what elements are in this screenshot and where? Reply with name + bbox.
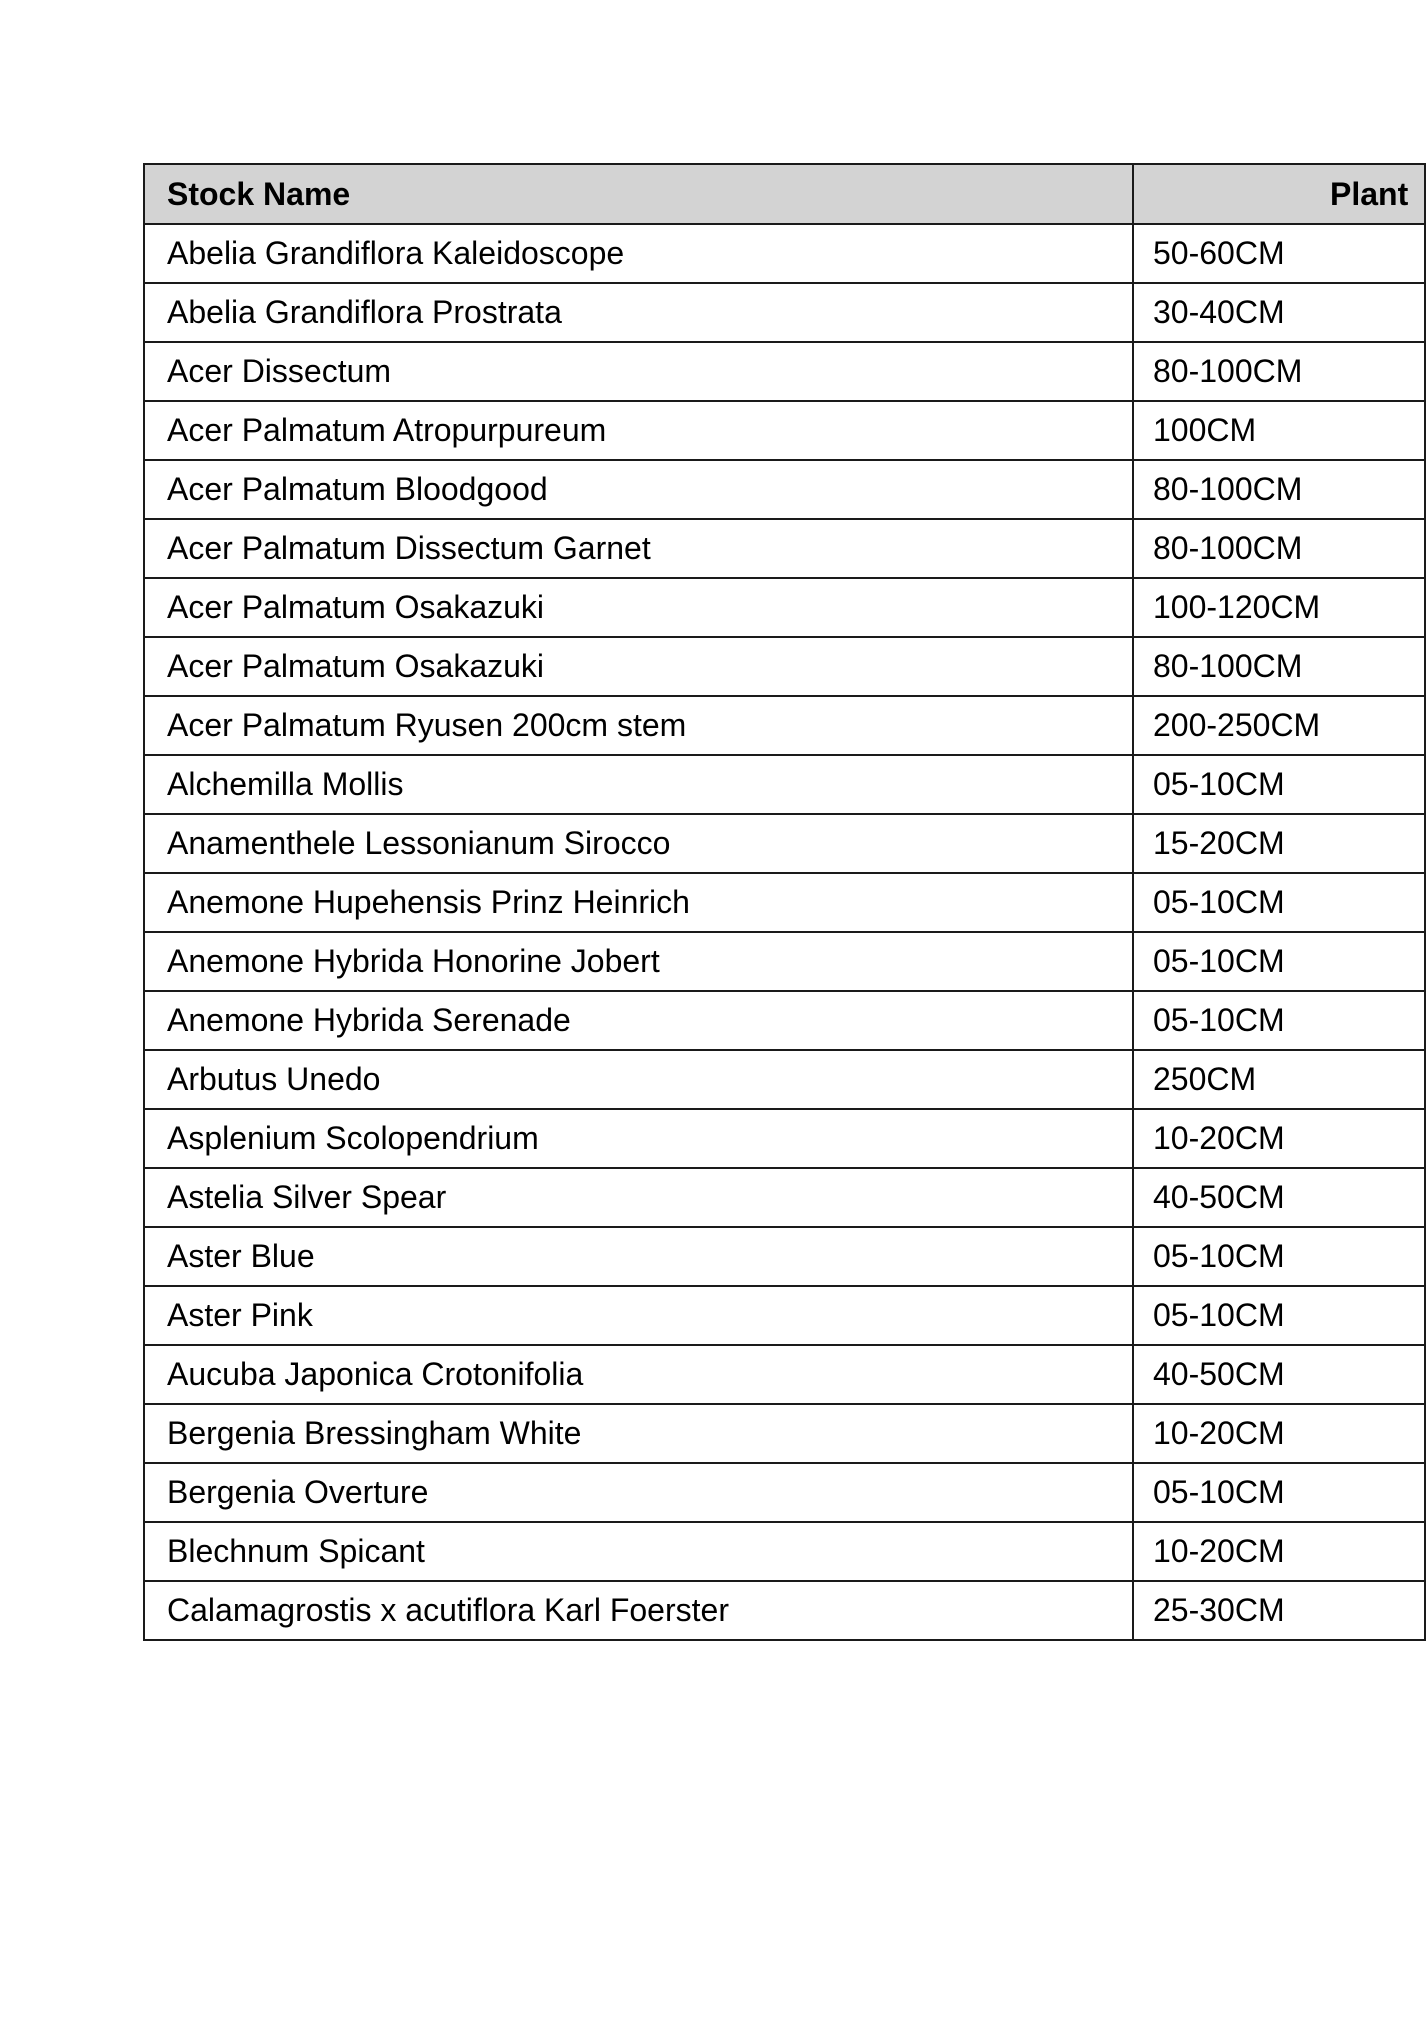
table-row: Acer Dissectum 80-100CM — [143, 341, 1426, 402]
table-row: Arbutus Unedo 250CM — [143, 1049, 1426, 1110]
plant-size-cell: 05-10CM — [1132, 990, 1426, 1051]
stock-name-cell: Anemone Hupehensis Prinz Heinrich — [143, 872, 1134, 933]
plant-size-cell: 100CM — [1132, 400, 1426, 461]
plant-size-cell: 40-50CM — [1132, 1344, 1426, 1405]
plant-size-cell: 05-10CM — [1132, 931, 1426, 992]
table-row: Acer Palmatum Bloodgood 80-100CM — [143, 459, 1426, 520]
stock-name-cell: Anemone Hybrida Honorine Jobert — [143, 931, 1134, 992]
table-row: Anemone Hybrida Honorine Jobert 05-10CM — [143, 931, 1426, 992]
header-plant: Plant — [1132, 163, 1426, 225]
table-row: Acer Palmatum Ryusen 200cm stem 200-250CM — [143, 695, 1426, 756]
plant-size-cell: 15-20CM — [1132, 813, 1426, 874]
stock-name-cell: Asplenium Scolopendrium — [143, 1108, 1134, 1169]
stock-name-cell: Abelia Grandiflora Kaleidoscope — [143, 223, 1134, 284]
plant-size-cell: 80-100CM — [1132, 341, 1426, 402]
stock-name-cell: Astelia Silver Spear — [143, 1167, 1134, 1228]
table-row: Calamagrostis x acutiflora Karl Foerster… — [143, 1580, 1426, 1641]
stock-name-cell: Bergenia Bressingham White — [143, 1403, 1134, 1464]
plant-size-cell: 05-10CM — [1132, 754, 1426, 815]
table-row: Bergenia Bressingham White 10-20CM — [143, 1403, 1426, 1464]
stock-name-cell: Aster Pink — [143, 1285, 1134, 1346]
plant-size-cell: 10-20CM — [1132, 1108, 1426, 1169]
stock-name-cell: Alchemilla Mollis — [143, 754, 1134, 815]
stock-name-cell: Aster Blue — [143, 1226, 1134, 1287]
table-row: Aucuba Japonica Crotonifolia 40-50CM — [143, 1344, 1426, 1405]
table-row: Bergenia Overture 05-10CM — [143, 1462, 1426, 1523]
table-row: Abelia Grandiflora Prostrata 30-40CM — [143, 282, 1426, 343]
table-row: Asplenium Scolopendrium 10-20CM — [143, 1108, 1426, 1169]
stock-name-cell: Acer Palmatum Bloodgood — [143, 459, 1134, 520]
plant-size-cell: 30-40CM — [1132, 282, 1426, 343]
table-row: Aster Blue 05-10CM — [143, 1226, 1426, 1287]
header-stock-name: Stock Name — [143, 163, 1134, 225]
plant-size-cell: 250CM — [1132, 1049, 1426, 1110]
plant-size-cell: 05-10CM — [1132, 1285, 1426, 1346]
table-row: Aster Pink 05-10CM — [143, 1285, 1426, 1346]
plant-size-cell: 200-250CM — [1132, 695, 1426, 756]
plant-size-cell: 25-30CM — [1132, 1580, 1426, 1641]
plant-size-cell: 05-10CM — [1132, 872, 1426, 933]
stock-name-cell: Acer Palmatum Ryusen 200cm stem — [143, 695, 1134, 756]
table-row: Blechnum Spicant 10-20CM — [143, 1521, 1426, 1582]
stock-name-cell: Bergenia Overture — [143, 1462, 1134, 1523]
stock-name-cell: Blechnum Spicant — [143, 1521, 1134, 1582]
stock-name-cell: Calamagrostis x acutiflora Karl Foerster — [143, 1580, 1134, 1641]
plant-size-cell: 10-20CM — [1132, 1403, 1426, 1464]
table-row: Anemone Hupehensis Prinz Heinrich 05-10CM — [143, 872, 1426, 933]
table-row: Astelia Silver Spear 40-50CM — [143, 1167, 1426, 1228]
plant-size-cell: 10-20CM — [1132, 1521, 1426, 1582]
table-row: Anamenthele Lessonianum Sirocco 15-20CM — [143, 813, 1426, 874]
stock-name-cell: Acer Palmatum Dissectum Garnet — [143, 518, 1134, 579]
table-body: Abelia Grandiflora Kaleidoscope 50-60CM Ab… — [143, 223, 1426, 1641]
stock-name-cell: Arbutus Unedo — [143, 1049, 1134, 1110]
plant-size-cell: 80-100CM — [1132, 518, 1426, 579]
table-row: Abelia Grandiflora Kaleidoscope 50-60CM — [143, 223, 1426, 284]
stock-name-cell: Aucuba Japonica Crotonifolia — [143, 1344, 1134, 1405]
stock-name-cell: Acer Dissectum — [143, 341, 1134, 402]
plant-size-cell: 05-10CM — [1132, 1226, 1426, 1287]
stock-name-cell: Acer Palmatum Osakazuki — [143, 577, 1134, 638]
plant-size-cell: 80-100CM — [1132, 459, 1426, 520]
table-row: Anemone Hybrida Serenade 05-10CM — [143, 990, 1426, 1051]
stock-table: Stock Name Plant Abelia Grandiflora Kale… — [143, 163, 1426, 1641]
table-row: Alchemilla Mollis 05-10CM — [143, 754, 1426, 815]
table-row: Acer Palmatum Osakazuki 100-120CM — [143, 577, 1426, 638]
stock-name-cell: Anamenthele Lessonianum Sirocco — [143, 813, 1134, 874]
plant-size-cell: 50-60CM — [1132, 223, 1426, 284]
table-row: Acer Palmatum Dissectum Garnet 80-100CM — [143, 518, 1426, 579]
table-row: Acer Palmatum Atropurpureum 100CM — [143, 400, 1426, 461]
header-row: Stock Name Plant — [143, 163, 1426, 225]
plant-size-cell: 100-120CM — [1132, 577, 1426, 638]
stock-name-cell: Anemone Hybrida Serenade — [143, 990, 1134, 1051]
stock-name-cell: Acer Palmatum Atropurpureum — [143, 400, 1134, 461]
plant-size-cell: 80-100CM — [1132, 636, 1426, 697]
stock-name-cell: Abelia Grandiflora Prostrata — [143, 282, 1134, 343]
stock-name-cell: Acer Palmatum Osakazuki — [143, 636, 1134, 697]
plant-size-cell: 40-50CM — [1132, 1167, 1426, 1228]
plant-size-cell: 05-10CM — [1132, 1462, 1426, 1523]
table-row: Acer Palmatum Osakazuki 80-100CM — [143, 636, 1426, 697]
